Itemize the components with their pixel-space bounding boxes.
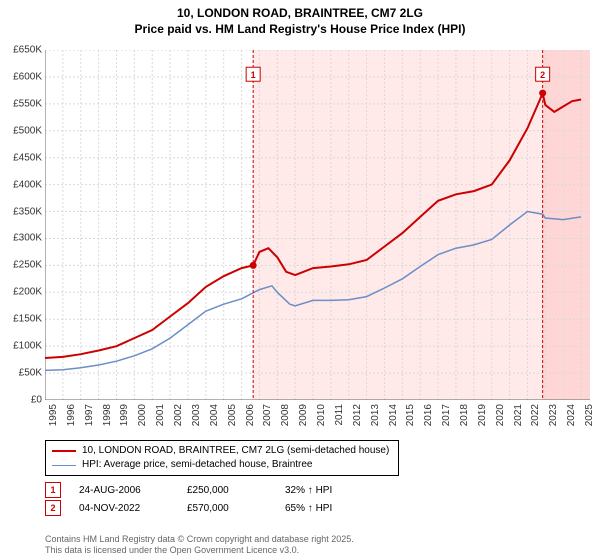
transaction-1-delta: 32% ↑ HPI bbox=[285, 485, 332, 496]
title-line2: Price paid vs. HM Land Registry's House … bbox=[0, 22, 600, 38]
transaction-2-delta: 65% ↑ HPI bbox=[285, 503, 332, 514]
xtick-label: 2012 bbox=[352, 404, 363, 426]
marker-2-icon: 2 bbox=[45, 500, 61, 516]
ytick-label: £500K bbox=[13, 125, 42, 136]
xtick-label: 2013 bbox=[370, 404, 381, 426]
xtick-label: 2021 bbox=[513, 404, 524, 426]
transaction-1-price: £250,000 bbox=[187, 485, 267, 496]
xtick-label: 2009 bbox=[298, 404, 309, 426]
ytick-label: £650K bbox=[13, 45, 42, 56]
xtick-label: 2020 bbox=[495, 404, 506, 426]
xtick-label: 2002 bbox=[173, 404, 184, 426]
line-chart-svg: 12 bbox=[45, 50, 590, 400]
footer-line1: Contains HM Land Registry data © Crown c… bbox=[45, 534, 354, 545]
transactions-table: 1 24-AUG-2006 £250,000 32% ↑ HPI 2 04-NO… bbox=[45, 482, 585, 516]
xtick-label: 2005 bbox=[227, 404, 238, 426]
marker-1-icon: 1 bbox=[45, 482, 61, 498]
ytick-label: £600K bbox=[13, 71, 42, 82]
svg-text:1: 1 bbox=[251, 70, 256, 80]
transaction-1-date: 24-AUG-2006 bbox=[79, 485, 169, 496]
ytick-label: £50K bbox=[19, 368, 42, 379]
legend-label-price: 10, LONDON ROAD, BRAINTREE, CM7 2LG (sem… bbox=[82, 444, 389, 458]
transaction-row: 2 04-NOV-2022 £570,000 65% ↑ HPI bbox=[45, 500, 585, 516]
xtick-label: 2003 bbox=[191, 404, 202, 426]
xtick-label: 2000 bbox=[137, 404, 148, 426]
ytick-label: £100K bbox=[13, 341, 42, 352]
legend-swatch-hpi bbox=[52, 465, 76, 466]
xtick-label: 2010 bbox=[316, 404, 327, 426]
xtick-label: 2011 bbox=[334, 404, 345, 426]
svg-text:2: 2 bbox=[540, 70, 545, 80]
ytick-label: £200K bbox=[13, 287, 42, 298]
xtick-label: 2015 bbox=[405, 404, 416, 426]
legend-row-1: 10, LONDON ROAD, BRAINTREE, CM7 2LG (sem… bbox=[52, 444, 392, 458]
legend-block: 10, LONDON ROAD, BRAINTREE, CM7 2LG (sem… bbox=[45, 440, 585, 518]
xtick-label: 2004 bbox=[209, 404, 220, 426]
ytick-label: £250K bbox=[13, 260, 42, 271]
xtick-label: 1996 bbox=[66, 404, 77, 426]
xtick-label: 2014 bbox=[388, 404, 399, 426]
title-block: 10, LONDON ROAD, BRAINTREE, CM7 2LG Pric… bbox=[0, 0, 600, 37]
ytick-label: £150K bbox=[13, 314, 42, 325]
xtick-label: 1995 bbox=[48, 404, 59, 426]
ytick-label: £350K bbox=[13, 206, 42, 217]
ytick-label: £450K bbox=[13, 152, 42, 163]
footer-line2: This data is licensed under the Open Gov… bbox=[45, 545, 354, 556]
xtick-label: 2001 bbox=[155, 404, 166, 426]
xtick-label: 2024 bbox=[566, 404, 577, 426]
footer-block: Contains HM Land Registry data © Crown c… bbox=[45, 534, 354, 556]
legend-frame: 10, LONDON ROAD, BRAINTREE, CM7 2LG (sem… bbox=[45, 440, 399, 476]
transaction-2-date: 04-NOV-2022 bbox=[79, 503, 169, 514]
xtick-label: 1997 bbox=[84, 404, 95, 426]
xtick-label: 2018 bbox=[459, 404, 470, 426]
xtick-label: 2019 bbox=[477, 404, 488, 426]
legend-swatch-price bbox=[52, 450, 76, 452]
xtick-label: 2022 bbox=[530, 404, 541, 426]
transaction-2-price: £570,000 bbox=[187, 503, 267, 514]
xtick-label: 2006 bbox=[245, 404, 256, 426]
xtick-label: 2008 bbox=[280, 404, 291, 426]
xtick-label: 2017 bbox=[441, 404, 452, 426]
ytick-label: £400K bbox=[13, 179, 42, 190]
xtick-label: 1999 bbox=[119, 404, 130, 426]
xtick-label: 2023 bbox=[548, 404, 559, 426]
xtick-label: 2016 bbox=[423, 404, 434, 426]
legend-label-hpi: HPI: Average price, semi-detached house,… bbox=[82, 458, 313, 472]
xtick-label: 2007 bbox=[262, 404, 273, 426]
title-line1: 10, LONDON ROAD, BRAINTREE, CM7 2LG bbox=[0, 6, 600, 22]
legend-row-2: HPI: Average price, semi-detached house,… bbox=[52, 458, 392, 472]
chart-container: 10, LONDON ROAD, BRAINTREE, CM7 2LG Pric… bbox=[0, 0, 600, 560]
ytick-label: £550K bbox=[13, 98, 42, 109]
ytick-label: £300K bbox=[13, 233, 42, 244]
xtick-label: 1998 bbox=[102, 404, 113, 426]
xtick-label: 2025 bbox=[584, 404, 595, 426]
ytick-label: £0 bbox=[31, 395, 42, 406]
chart-area: 12 bbox=[45, 50, 590, 400]
transaction-row: 1 24-AUG-2006 £250,000 32% ↑ HPI bbox=[45, 482, 585, 498]
